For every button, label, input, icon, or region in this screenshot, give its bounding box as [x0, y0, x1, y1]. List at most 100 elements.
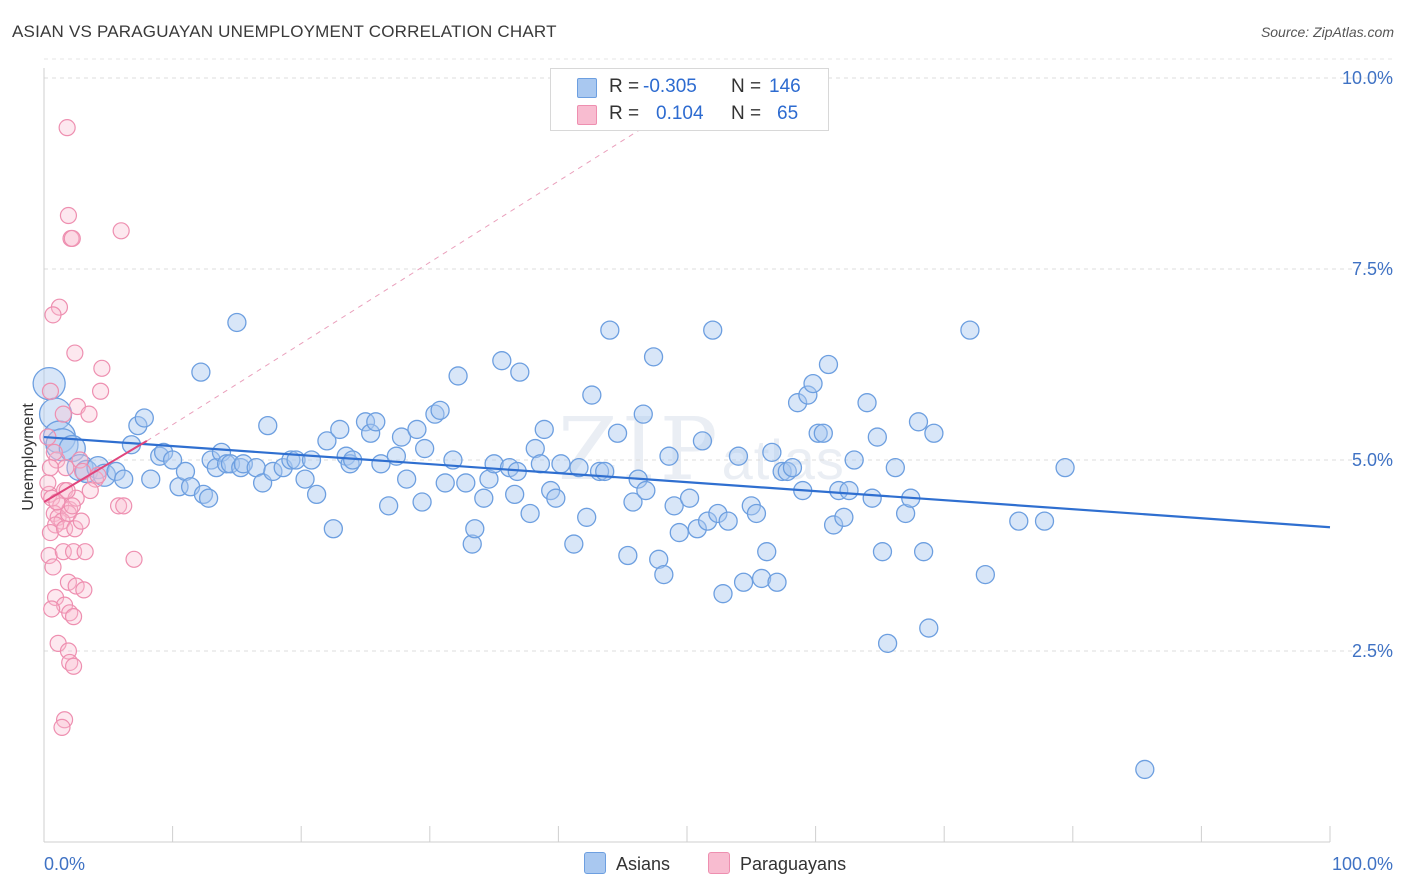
asian-point [808, 423, 828, 443]
asian-point [551, 454, 571, 474]
asian-point [733, 572, 754, 592]
asian-point [798, 385, 818, 405]
paraguayan-trend-extension [146, 115, 662, 442]
asian-trend-line [43, 435, 1331, 529]
y-tick-label: 2.5% [1352, 641, 1393, 661]
asian-point [823, 515, 844, 535]
asian-point [360, 423, 381, 443]
asian-point [505, 484, 525, 505]
data-points [32, 119, 1155, 780]
asian-point [703, 320, 723, 340]
asian-point [462, 534, 482, 554]
asian-point [191, 362, 211, 382]
asian-point [391, 427, 412, 447]
asian-point [198, 488, 219, 508]
asian-point [474, 488, 494, 508]
asian-point [857, 393, 877, 413]
paraguayan-point [64, 608, 83, 626]
asian-point [618, 545, 638, 566]
paraguayan-point [59, 206, 78, 225]
asian-point [664, 496, 684, 516]
paraguayan-point [109, 497, 128, 515]
bottom-legend-label: Asians [616, 854, 671, 874]
asian-point [534, 419, 554, 440]
bottom-legend-paraguayans: Paraguayans [708, 852, 846, 875]
asian-point [128, 415, 148, 436]
legend-r-label: R = [609, 103, 640, 124]
trend-lines [43, 115, 1331, 529]
legend-row-asians: R = -0.305 N = 146 [551, 74, 828, 100]
asian-point [623, 492, 643, 512]
asian-point [435, 473, 455, 493]
asian-point [787, 393, 808, 413]
asian-point [633, 404, 653, 424]
asian-point [679, 488, 700, 508]
paraguayan-point [59, 573, 78, 591]
paraguayan-point [41, 523, 60, 542]
legend-r-label: R = [609, 76, 640, 97]
asian-point [636, 480, 656, 501]
asian-point [323, 519, 344, 539]
legend-n-label: N = [731, 76, 762, 97]
asian-point [960, 320, 980, 340]
paraguayan-point [80, 405, 98, 423]
bottom-legend-asians: Asians [584, 852, 670, 875]
x-tick-label: 0.0% [44, 854, 85, 874]
paraguayan-point [41, 459, 60, 477]
legend-swatch-asians [577, 78, 597, 98]
asian-point [520, 503, 540, 524]
asian-point [258, 415, 278, 436]
asian-point [877, 633, 898, 654]
asian-point [772, 461, 792, 482]
paraguayan-point [41, 382, 60, 400]
asian-point [757, 542, 777, 562]
asian-point [654, 564, 674, 585]
y-tick-label: 10.0% [1342, 68, 1393, 88]
asian-point [803, 373, 823, 394]
asian-point [862, 488, 882, 508]
asian-point [317, 431, 337, 451]
axes [43, 68, 1331, 843]
asian-point [415, 438, 435, 459]
paraguayan-point [72, 512, 90, 530]
legend-n-value: 65 [777, 103, 799, 124]
legend-swatch-paraguayans [577, 105, 597, 125]
asian-point [767, 572, 787, 592]
asian-point [839, 480, 859, 501]
asian-point [114, 469, 134, 489]
asian-point [1034, 511, 1055, 531]
paraguayan-point [53, 718, 71, 737]
legend-n-label: N = [731, 103, 762, 124]
asian-point [818, 354, 839, 375]
axis-labels: 2.5% 5.0% 7.5% 10.0% 0.0% 100.0% Unemployment [20, 68, 1393, 874]
asian-point [412, 492, 432, 512]
asian-point [227, 312, 247, 333]
paraguayan-point [57, 459, 75, 477]
legend-n-value: 146 [769, 76, 801, 97]
paraguayan-point [63, 497, 81, 515]
asian-point [600, 320, 620, 340]
asian-point [924, 423, 944, 443]
asian-point [975, 564, 996, 585]
asian-point [306, 484, 327, 505]
asian-point [692, 431, 713, 451]
source-label: Source: ZipAtlas.com [1260, 24, 1394, 40]
bottom-legend-label: Paraguayans [740, 854, 847, 874]
asian-point [919, 618, 939, 638]
paraguayan-point [45, 443, 63, 461]
bottom-swatch-paraguayans [708, 852, 730, 874]
chart-title: ASIAN VS PARAGUAYAN UNEMPLOYMENT CORRELA… [12, 22, 557, 41]
asian-point [669, 522, 689, 543]
asian-point [582, 385, 602, 405]
asian-point [908, 412, 929, 432]
grid [44, 58, 1392, 652]
paraguayan-point [91, 382, 110, 400]
y-tick-label: 7.5% [1352, 259, 1393, 279]
asian-point [687, 519, 707, 539]
asian-point [546, 488, 566, 508]
paraguayan-point [39, 474, 57, 492]
paraguayan-point [44, 558, 62, 576]
asian-point [510, 362, 530, 382]
asian-point [378, 496, 399, 516]
